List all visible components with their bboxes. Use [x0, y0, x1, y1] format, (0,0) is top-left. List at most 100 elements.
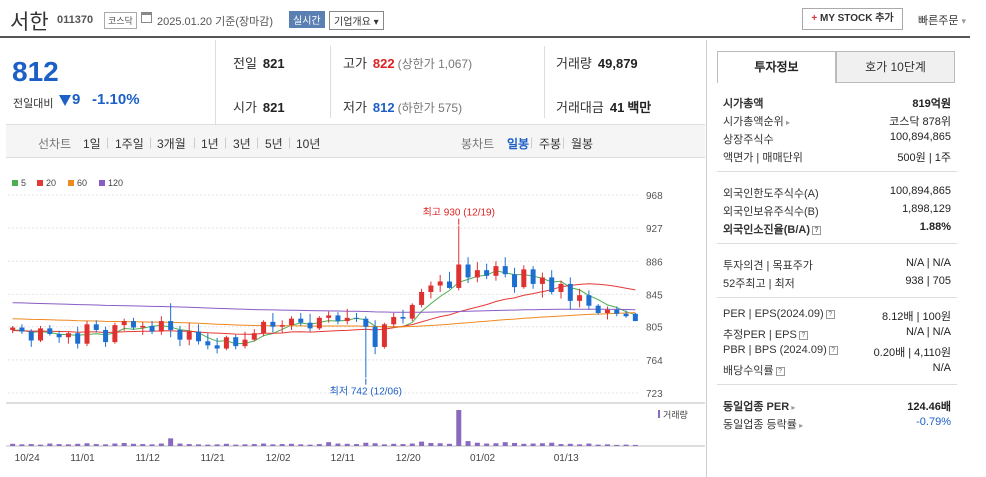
volume-bar: [112, 443, 118, 446]
divider: [330, 46, 331, 118]
period-1y[interactable]: 1년: [201, 137, 219, 151]
y-tick-label: 805: [646, 323, 663, 334]
y-tick-label: 886: [646, 257, 663, 268]
candle-body: [428, 285, 434, 292]
period-daily[interactable]: 일봉: [507, 137, 530, 151]
period-5y[interactable]: 5년: [265, 137, 283, 151]
volume-bar: [307, 444, 313, 446]
volume-bar: [196, 444, 202, 446]
info-row: 시가총액 819억원: [723, 95, 951, 111]
info-label: PER | EPS(2024.09)?: [723, 308, 835, 320]
volume-bar: [28, 444, 34, 446]
volume-bar: [223, 443, 229, 446]
help-icon[interactable]: ?: [798, 331, 808, 340]
candle-body: [381, 324, 387, 347]
period-3m[interactable]: 3개월: [157, 137, 186, 151]
info-value: 938 | 705: [905, 275, 951, 287]
candle-body: [158, 321, 164, 332]
candle-body: [586, 295, 592, 306]
info-value: 8.12배 | 100원: [882, 311, 951, 323]
line-chart-label: 선차트: [38, 137, 72, 151]
candle-body: [196, 331, 202, 342]
volume-bar: [288, 443, 294, 446]
info-row: 시가총액순위 ▸ 코스닥 878위: [723, 113, 951, 129]
add-mystock-button[interactable]: + MY STOCK 추가: [802, 8, 903, 30]
divider: |: [256, 135, 260, 149]
info-label[interactable]: 동일업종 PER ▸: [723, 401, 796, 413]
info-row: 액면가 | 매매단위 500원 | 1주: [723, 149, 951, 165]
help-icon[interactable]: ?: [828, 346, 838, 355]
x-tick-label: 10/24: [15, 453, 40, 464]
quick-order-dropdown[interactable]: 빠른주문 ▾: [918, 15, 967, 27]
volume-bar: [84, 443, 90, 446]
volume-bar: [512, 443, 518, 446]
info-row: 추정PER | EPS? N/A | N/A: [723, 326, 951, 342]
y-tick-label: 764: [646, 356, 663, 367]
tab-orderbook-10[interactable]: 호가 10단계: [836, 51, 955, 83]
market-badge: 코스닥: [104, 12, 137, 29]
volume-bar: [521, 443, 527, 446]
info-value: 0.20배 | 4,110원: [873, 347, 951, 359]
volume-bar: [446, 443, 452, 446]
y-tick-label: 927: [646, 224, 663, 235]
current-price: 812: [12, 56, 59, 87]
candle-body: [400, 317, 406, 319]
change-percent: -1.10%: [92, 91, 140, 108]
volume-bar: [456, 410, 462, 446]
info-row: PER | EPS(2024.09)? 8.12배 | 100원: [723, 308, 951, 324]
candle-body: [465, 264, 471, 278]
info-value: 819억원: [912, 98, 951, 110]
volume-bar: [335, 443, 341, 446]
help-icon[interactable]: ?: [775, 367, 785, 376]
chevron-right-icon: ▸: [789, 403, 796, 412]
volume-bar: [493, 443, 499, 446]
info-label[interactable]: 시가총액순위 ▸: [723, 116, 790, 128]
volume-legend-swatch: [658, 410, 660, 418]
candle-body: [186, 331, 192, 340]
period-3y[interactable]: 3년: [233, 137, 251, 151]
legend-ma60: 60: [68, 178, 87, 188]
divider: [717, 297, 957, 298]
volume-bar: [38, 444, 44, 446]
info-row: 상장주식수 100,894,865: [723, 131, 951, 147]
price-chart[interactable]: 968 927 886 845 805 764 723 최고 930 (12/19) 최저 74…: [0, 160, 705, 477]
period-1d[interactable]: 1일: [83, 137, 101, 151]
base-date: 2025.01.20 기준(장마감): [157, 16, 274, 28]
info-value: -0.79%: [916, 416, 951, 428]
volume-bar: [604, 444, 610, 446]
volume-bar: [623, 444, 629, 446]
volume-bar: [233, 444, 239, 446]
high-price: 고가 822 (상한가 1,067): [343, 56, 473, 71]
y-tick-label: 968: [646, 191, 663, 202]
candle-body: [604, 309, 610, 313]
x-tick-label: 12/02: [266, 453, 291, 464]
candle-body: [75, 333, 81, 344]
volume-bar: [437, 443, 443, 446]
volume-bar: [177, 443, 183, 446]
help-icon[interactable]: ?: [825, 310, 835, 319]
company-info-dropdown[interactable]: 기업개요 ▾: [329, 11, 384, 30]
candle-chart-label: 봉차트: [461, 137, 495, 151]
info-value: 124.46배: [907, 401, 951, 413]
info-value: 100,894,865: [889, 131, 951, 143]
volume-bar: [372, 443, 378, 446]
period-10y[interactable]: 10년: [296, 137, 321, 151]
period-monthly[interactable]: 월봉: [571, 137, 594, 151]
tab-investment-info[interactable]: 투자정보: [717, 51, 836, 83]
info-label[interactable]: 동일업종 등락률 ▸: [723, 419, 804, 431]
volume-bar: [530, 443, 536, 446]
volume-bar: [93, 444, 99, 446]
period-weekly[interactable]: 주봉: [539, 137, 562, 151]
info-row: 배당수익률? N/A: [723, 362, 951, 378]
period-1w[interactable]: 1주일: [115, 137, 144, 151]
volume-bar: [474, 442, 480, 446]
volume-bar: [140, 444, 146, 446]
stock-name: 서한: [10, 11, 49, 34]
info-label: 외국인보유주식수(B): [723, 206, 819, 218]
candle-body: [344, 317, 350, 322]
candle-body: [372, 326, 378, 347]
help-icon[interactable]: ?: [812, 226, 821, 235]
volume-bar: [484, 443, 490, 446]
live-button[interactable]: 실시간: [289, 11, 325, 28]
